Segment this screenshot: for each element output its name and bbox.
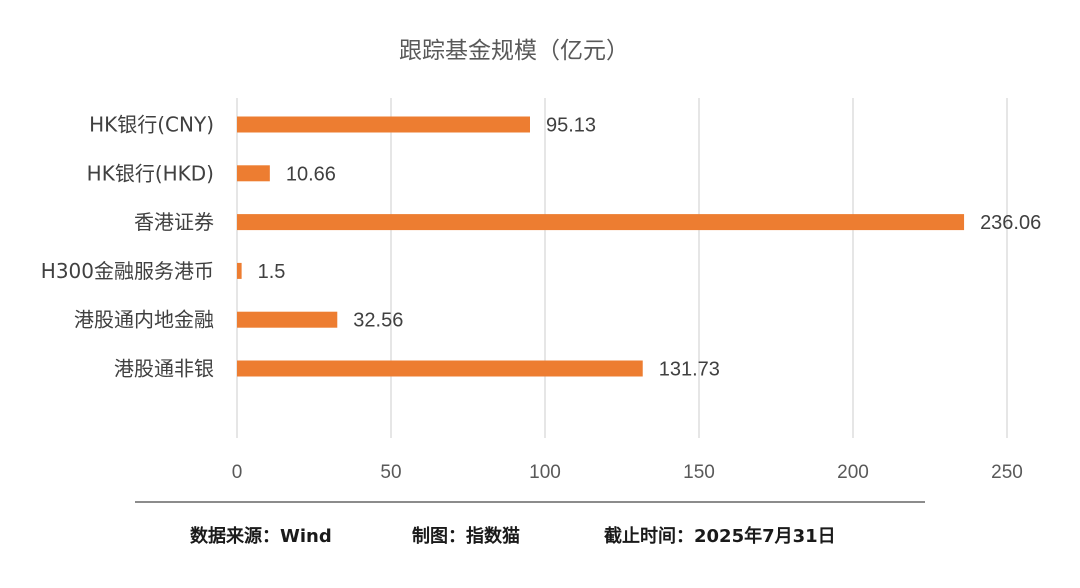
x-tick-label: 250 bbox=[991, 462, 1023, 483]
bar-chart: 跟踪基金规模（亿元） HK银行(CNY) HK银行(HKD) 香港证券 H300金融服… bbox=[41, 38, 1042, 483]
data-label: 1.5 bbox=[258, 261, 286, 283]
x-tick-label: 100 bbox=[529, 462, 561, 483]
bar bbox=[237, 311, 338, 328]
data-label: 131.73 bbox=[659, 359, 720, 381]
bars bbox=[237, 116, 965, 377]
x-axis-tick-labels: 0 50 100 150 200 250 bbox=[232, 462, 1023, 483]
bar bbox=[237, 214, 965, 231]
x-tick-label: 50 bbox=[380, 462, 401, 483]
x-tick-label: 150 bbox=[683, 462, 715, 483]
bar bbox=[237, 360, 643, 377]
bar bbox=[237, 165, 270, 182]
bar bbox=[237, 116, 531, 133]
data-label: 10.66 bbox=[286, 163, 336, 185]
category-label: HK银行(CNY) bbox=[89, 113, 214, 137]
x-tick-label: 0 bbox=[232, 462, 243, 483]
footer-source: 数据来源：Wind bbox=[190, 526, 332, 547]
category-label: H300金融服务港币 bbox=[41, 259, 214, 283]
data-label: 95.13 bbox=[546, 115, 596, 137]
gridlines bbox=[236, 98, 1008, 438]
category-label: 香港证券 bbox=[134, 210, 214, 234]
footer-maker: 制图：指数猫 bbox=[412, 526, 520, 547]
data-label: 32.56 bbox=[353, 310, 403, 332]
footer-divider bbox=[135, 501, 925, 503]
x-tick-label: 200 bbox=[837, 462, 869, 483]
footer-cutoff: 截止时间：2025年7月31日 bbox=[604, 526, 836, 547]
category-label: 港股通非银 bbox=[114, 357, 214, 381]
chart-title: 跟踪基金规模（亿元） bbox=[399, 38, 629, 64]
category-labels: HK银行(CNY) HK银行(HKD) 香港证券 H300金融服务港币港股通内地金融港… bbox=[41, 113, 214, 381]
data-labels: 95.13 10.66 236.06 1.5 32.56 131.73 bbox=[258, 115, 1042, 381]
category-label: HK银行(HKD) bbox=[87, 161, 214, 185]
data-label: 236.06 bbox=[980, 212, 1041, 234]
category-label: 港股通内地金融 bbox=[74, 308, 214, 332]
footer: 数据来源：Wind 制图：指数猫 截止时间：2025年7月31日 bbox=[0, 522, 1080, 550]
bar bbox=[237, 262, 242, 279]
